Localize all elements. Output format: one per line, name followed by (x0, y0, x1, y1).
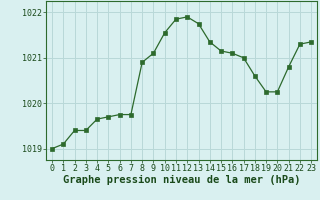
X-axis label: Graphe pression niveau de la mer (hPa): Graphe pression niveau de la mer (hPa) (63, 175, 300, 185)
